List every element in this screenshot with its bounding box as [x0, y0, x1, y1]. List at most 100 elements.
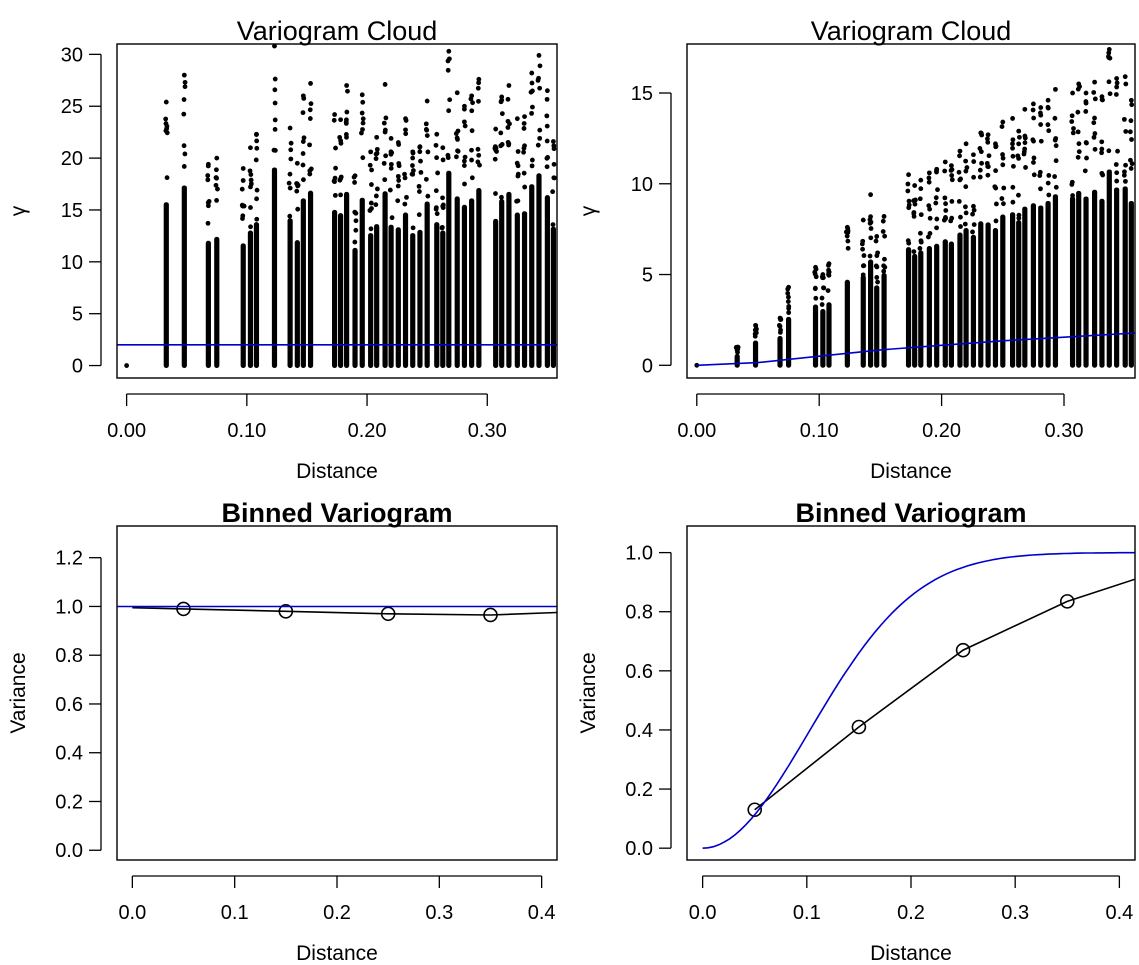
cloud-point [882, 264, 888, 270]
cloud-point [962, 221, 968, 227]
cloud-point [455, 128, 461, 134]
cloud-point [1121, 116, 1127, 122]
cloud-column [1127, 97, 1135, 368]
cloud-point [213, 182, 219, 188]
cloud-column [1075, 81, 1082, 368]
cloud-column [294, 160, 301, 368]
y-tick-label: 0.0 [625, 838, 653, 860]
cloud-point [860, 238, 866, 244]
cloud-point [434, 155, 440, 161]
cloud-point [957, 153, 962, 159]
cloud-point [338, 192, 343, 198]
cloud-column [387, 135, 395, 368]
cloud-point [332, 112, 337, 117]
cloud-point [1016, 128, 1022, 134]
cloud-point [826, 261, 832, 267]
cloud-point [445, 67, 451, 73]
cloud-column [535, 53, 543, 368]
cloud-point [493, 191, 498, 196]
cloud-point [1022, 106, 1028, 112]
cloud-point [911, 213, 917, 219]
cloud-point [469, 128, 475, 134]
cloud-point [529, 110, 534, 116]
cloud-column [307, 81, 314, 368]
x-tick-label: 0.20 [348, 420, 387, 442]
cloud-column [1015, 128, 1022, 368]
panel-1-data [117, 44, 557, 368]
cloud-dense-band [214, 236, 220, 368]
cloud-dense-band [820, 309, 826, 368]
cloud-point [294, 181, 300, 187]
cloud-dense-band [271, 167, 278, 368]
cloud-point [440, 202, 446, 208]
cloud-point [1030, 107, 1036, 113]
cloud-point [844, 224, 850, 230]
cloud-point [360, 99, 366, 105]
panel-4: Binned Variogram Distance Variance 0.0 0.1 0.… [577, 498, 1136, 965]
cloud-point [1075, 154, 1081, 160]
cloud-point [461, 163, 467, 168]
cloud-column [1052, 86, 1059, 368]
cloud-point [1092, 146, 1098, 152]
cloud-point [971, 159, 977, 164]
cloud-point [352, 173, 358, 179]
cloud-column [1121, 74, 1129, 368]
cloud-point [860, 217, 866, 223]
cloud-point [423, 176, 429, 182]
cloud-dense-band [926, 245, 932, 368]
cloud-point [813, 295, 819, 301]
cloud-point [963, 204, 968, 210]
cloud-dense-band [493, 218, 499, 368]
cloud-point [181, 111, 187, 117]
cloud-dense-band [874, 285, 880, 368]
cloud-point [498, 99, 504, 105]
cloud-point [254, 145, 260, 151]
cloud-dense-band [331, 209, 338, 368]
cloud-column [999, 119, 1007, 368]
cloud-dense-band [529, 184, 535, 368]
cloud-point [918, 177, 924, 183]
cloud-point [993, 141, 998, 147]
cloud-point [499, 194, 504, 200]
cloud-point [240, 166, 246, 171]
cloud-column [1069, 90, 1076, 368]
cloud-column [300, 93, 307, 368]
cloud-point [882, 256, 887, 262]
cloud-column [271, 44, 278, 368]
cloud-point [753, 322, 758, 328]
cloud-point [537, 63, 543, 69]
cloud-point [248, 181, 254, 187]
binned-point [747, 802, 763, 818]
cloud-point [917, 230, 923, 236]
cloud-point [1031, 160, 1036, 165]
cloud-point [373, 156, 379, 162]
binned-line [754, 578, 1135, 811]
cloud-point [985, 139, 991, 145]
cloud-point [1083, 109, 1089, 114]
cloud-dense-band [287, 218, 293, 368]
cloud-point [1031, 115, 1037, 121]
cloud-point [819, 295, 825, 301]
cloud-point [424, 133, 430, 139]
cloud-point [214, 155, 220, 161]
cloud-point [544, 88, 550, 94]
cloud-dense-band [844, 279, 850, 368]
cloud-column [785, 284, 792, 368]
cloud-point [550, 222, 556, 227]
cloud-point [958, 224, 963, 229]
cloud-point [469, 108, 475, 114]
cloud-point [881, 214, 887, 219]
cloud-point [948, 163, 954, 169]
cloud-point [288, 156, 294, 162]
cloud-point [1076, 81, 1082, 87]
cloud-point [308, 81, 313, 86]
cloud-point [205, 173, 211, 178]
cloud-point [164, 130, 170, 136]
cloud-column [409, 149, 416, 368]
cloud-point [882, 233, 888, 239]
cloud-point [402, 171, 407, 177]
cloud-point [860, 272, 866, 278]
cloud-dense-band [514, 212, 520, 368]
cloud-point [880, 218, 886, 224]
cloud-point [505, 125, 511, 130]
